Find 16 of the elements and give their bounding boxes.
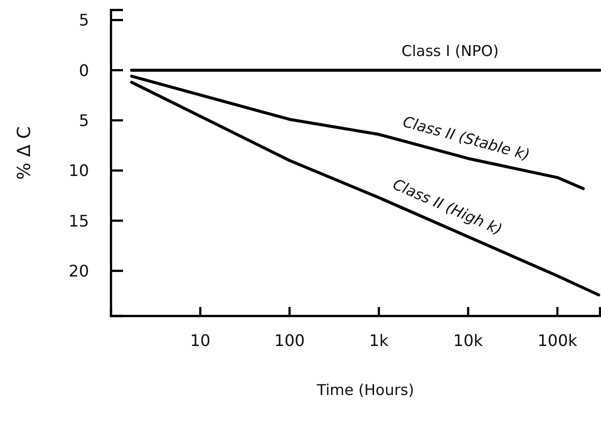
text: Class II (High k) [390, 175, 505, 239]
text: Class II (Stable k) [400, 112, 532, 164]
x-tick-label: 10 [190, 331, 210, 350]
y-tick-label: 10 [68, 161, 89, 180]
x-axis-title: Time (Hours) [316, 381, 414, 399]
y-tick-label: 20 [68, 261, 89, 280]
y-tick-label: 5 [78, 110, 89, 130]
x-tick-label: 1k [369, 331, 390, 350]
x-tick-label: 100 [274, 331, 305, 350]
y-tick-label: 5 [78, 10, 89, 30]
series-label: Class I (NPO) [402, 42, 499, 60]
y-axis-title: % Δ C [14, 126, 35, 180]
y-tick-label: 0 [78, 60, 89, 80]
x-tick-label: 100k [537, 331, 578, 350]
x-tick-label: 10k [453, 331, 484, 350]
y-tick-label: 15 [68, 211, 89, 230]
